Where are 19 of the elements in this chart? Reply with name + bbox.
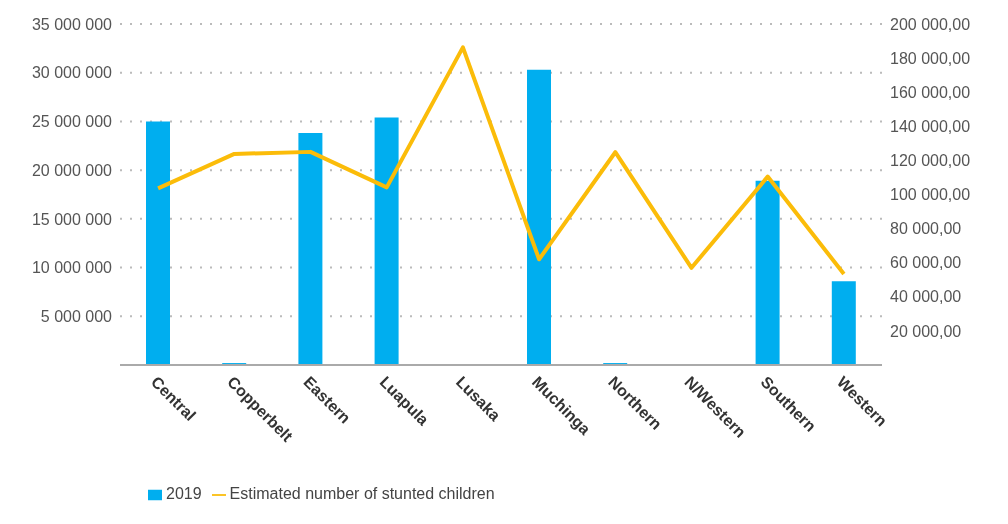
legend-label: Estimated number of stunted children bbox=[229, 485, 495, 502]
y2-tick-label: 180 000,00 bbox=[890, 49, 971, 67]
y-tick-label: 5 000 000 bbox=[40, 307, 113, 325]
y2-tick-label: 80 000,00 bbox=[890, 220, 962, 238]
y2-tick-label: 120 000,00 bbox=[890, 152, 971, 170]
y-tick-label: 35 000 000 bbox=[31, 15, 113, 33]
y2-tick-label: 20 000,00 bbox=[890, 322, 962, 340]
y2-tick-label: 200 000,00 bbox=[890, 15, 971, 33]
y2-tick-label: 100 000,00 bbox=[890, 186, 971, 204]
y2-tick-label: 140 000,00 bbox=[890, 117, 971, 135]
y2-tick-label: 160 000,00 bbox=[890, 83, 971, 101]
legend-label: 2019 bbox=[166, 485, 202, 502]
y-tick-label: 20 000 000 bbox=[31, 161, 113, 179]
y-tick-label: 30 000 000 bbox=[31, 64, 113, 82]
y2-tick-label: 40 000,00 bbox=[890, 288, 962, 306]
y-tick-label: 15 000 000 bbox=[31, 210, 113, 228]
y2-tick-label: 60 000,00 bbox=[890, 254, 962, 272]
y-tick-label: 25 000 000 bbox=[31, 113, 113, 131]
y-tick-label: 10 000 000 bbox=[31, 259, 113, 277]
